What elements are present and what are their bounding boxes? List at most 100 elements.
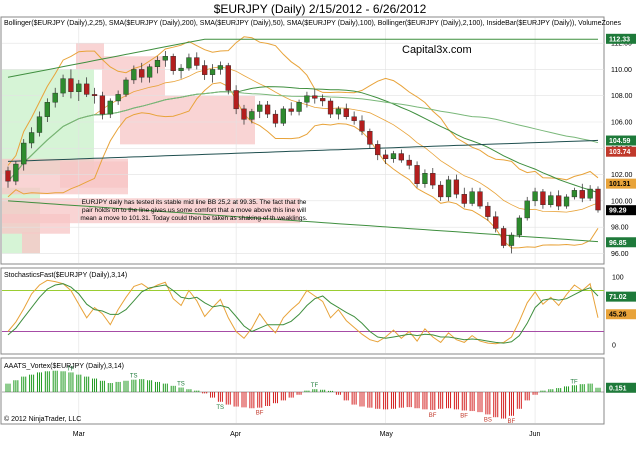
candle-body <box>280 108 286 124</box>
candle-body <box>367 130 373 145</box>
price-tick-label: 106.00 <box>611 120 633 127</box>
candle-body <box>453 179 460 195</box>
volume-zone <box>2 158 128 195</box>
chart-title: $EURJPY (Daily) 2/15/2012 - 6/26/2012 <box>213 2 427 16</box>
bollinger-100-upper <box>7 38 598 78</box>
candle-body <box>233 90 239 110</box>
x-tick-label: Apr <box>230 431 242 438</box>
price-tick-label: 108.00 <box>611 93 633 100</box>
vortex-marker: TS <box>216 405 224 411</box>
stoch-tag-text: 71.02 <box>609 294 627 301</box>
candle-body <box>52 92 58 103</box>
stoch-tick-label: 100 <box>612 274 624 281</box>
candle-body <box>28 132 35 144</box>
candle-body <box>587 188 593 199</box>
stoch-tag <box>606 309 636 320</box>
candle-body <box>170 56 176 71</box>
price-tick-label: 96.00 <box>611 251 629 258</box>
candle-body <box>548 195 554 206</box>
candle-body <box>249 111 255 120</box>
volume-zone <box>120 95 255 145</box>
vortex-label: AAATS_Vortex($EURJPY (Daily),3,14) <box>4 363 124 370</box>
candle-body <box>107 100 113 115</box>
candle-body <box>186 57 192 69</box>
price-tag-text: 96.85 <box>609 240 627 247</box>
sma-200 <box>7 139 599 162</box>
price-tag-text: 99.29 <box>609 208 627 215</box>
candle-body <box>123 79 129 95</box>
vortex-marker: TF <box>67 366 75 372</box>
price-tick-label: 98.00 <box>611 225 629 232</box>
price-tag <box>606 146 636 157</box>
candle-body <box>327 100 334 115</box>
candle-body <box>13 163 19 182</box>
candle-body <box>217 65 224 70</box>
candle-body <box>461 194 467 204</box>
x-tick-label: Mar <box>73 431 86 438</box>
stoch-tick-label: 0 <box>612 343 616 350</box>
x-tick-label: May <box>380 431 394 438</box>
candle-body <box>241 108 247 120</box>
annotation-text: EURJPY daily has tested its stable mid l… <box>80 199 308 222</box>
candle-body <box>343 108 349 117</box>
annotation-wrapper: EURJPY daily has tested its stable mid l… <box>80 199 308 222</box>
price-tag-text: 112.33 <box>609 36 630 43</box>
price-tag <box>606 135 636 146</box>
vortex-tag-text: 0.151 <box>609 385 627 392</box>
candle-body <box>516 217 522 236</box>
candle-body <box>382 154 389 160</box>
candle-body <box>91 94 98 96</box>
candle-body <box>532 191 538 202</box>
vortex-marker: TS <box>130 374 138 380</box>
candle-body <box>359 120 365 132</box>
copyright: © 2012 NinjaTrader, LLC <box>4 415 81 423</box>
candle-body <box>84 83 90 95</box>
vortex-marker: BF <box>460 413 468 419</box>
candle-body <box>202 65 208 75</box>
price-tag-text: 104.59 <box>609 138 631 145</box>
price-indicator-label: Bollinger($EURJPY (Daily),2,25), SMA($EU… <box>4 20 621 27</box>
candle-body <box>304 95 310 103</box>
candle-body <box>406 159 412 166</box>
price-tick-label: 100.00 <box>611 198 633 205</box>
price-tick-label: 102.00 <box>611 172 633 179</box>
candle-body <box>162 56 168 61</box>
bollinger-mid <box>7 66 599 213</box>
candle-body <box>115 94 121 102</box>
candle-body <box>44 102 50 117</box>
candle-body <box>60 78 66 94</box>
candle-body <box>225 65 231 91</box>
candle-body <box>320 98 326 102</box>
vortex-marker: TF <box>570 379 578 385</box>
vortex-marker: BF <box>429 413 437 419</box>
candle-body <box>414 165 420 184</box>
price-tag <box>606 33 636 44</box>
candle-body <box>99 95 106 115</box>
candle-body <box>139 69 145 78</box>
candle-body <box>131 69 137 81</box>
candle-body <box>524 200 530 219</box>
price-tag-text: 103.74 <box>609 149 631 156</box>
candle-body <box>335 108 342 115</box>
sma-100 <box>7 91 599 182</box>
candle-body <box>21 142 27 165</box>
vortex-marker: TF <box>311 383 319 389</box>
candle-body <box>272 113 279 124</box>
stochastics-label: StochasticsFast($EURJPY (Daily),3,14) <box>4 272 127 279</box>
vortex-marker: TS <box>177 382 185 388</box>
indicator-lines <box>7 36 599 249</box>
axis-labels: 96.0098.00100.00102.00104.00106.00108.00… <box>73 33 636 438</box>
price-tag-text: 101.31 <box>609 181 631 188</box>
candle-body <box>579 190 585 199</box>
candlesticks <box>5 51 601 254</box>
candle-body <box>296 102 302 112</box>
candle-body <box>194 57 200 66</box>
candle-body <box>563 196 570 207</box>
candle-body <box>351 116 357 121</box>
candle-body <box>264 104 271 115</box>
candle-body <box>288 108 294 112</box>
candle-body <box>209 69 216 75</box>
candle-body <box>36 116 43 133</box>
candle-body <box>375 144 381 156</box>
